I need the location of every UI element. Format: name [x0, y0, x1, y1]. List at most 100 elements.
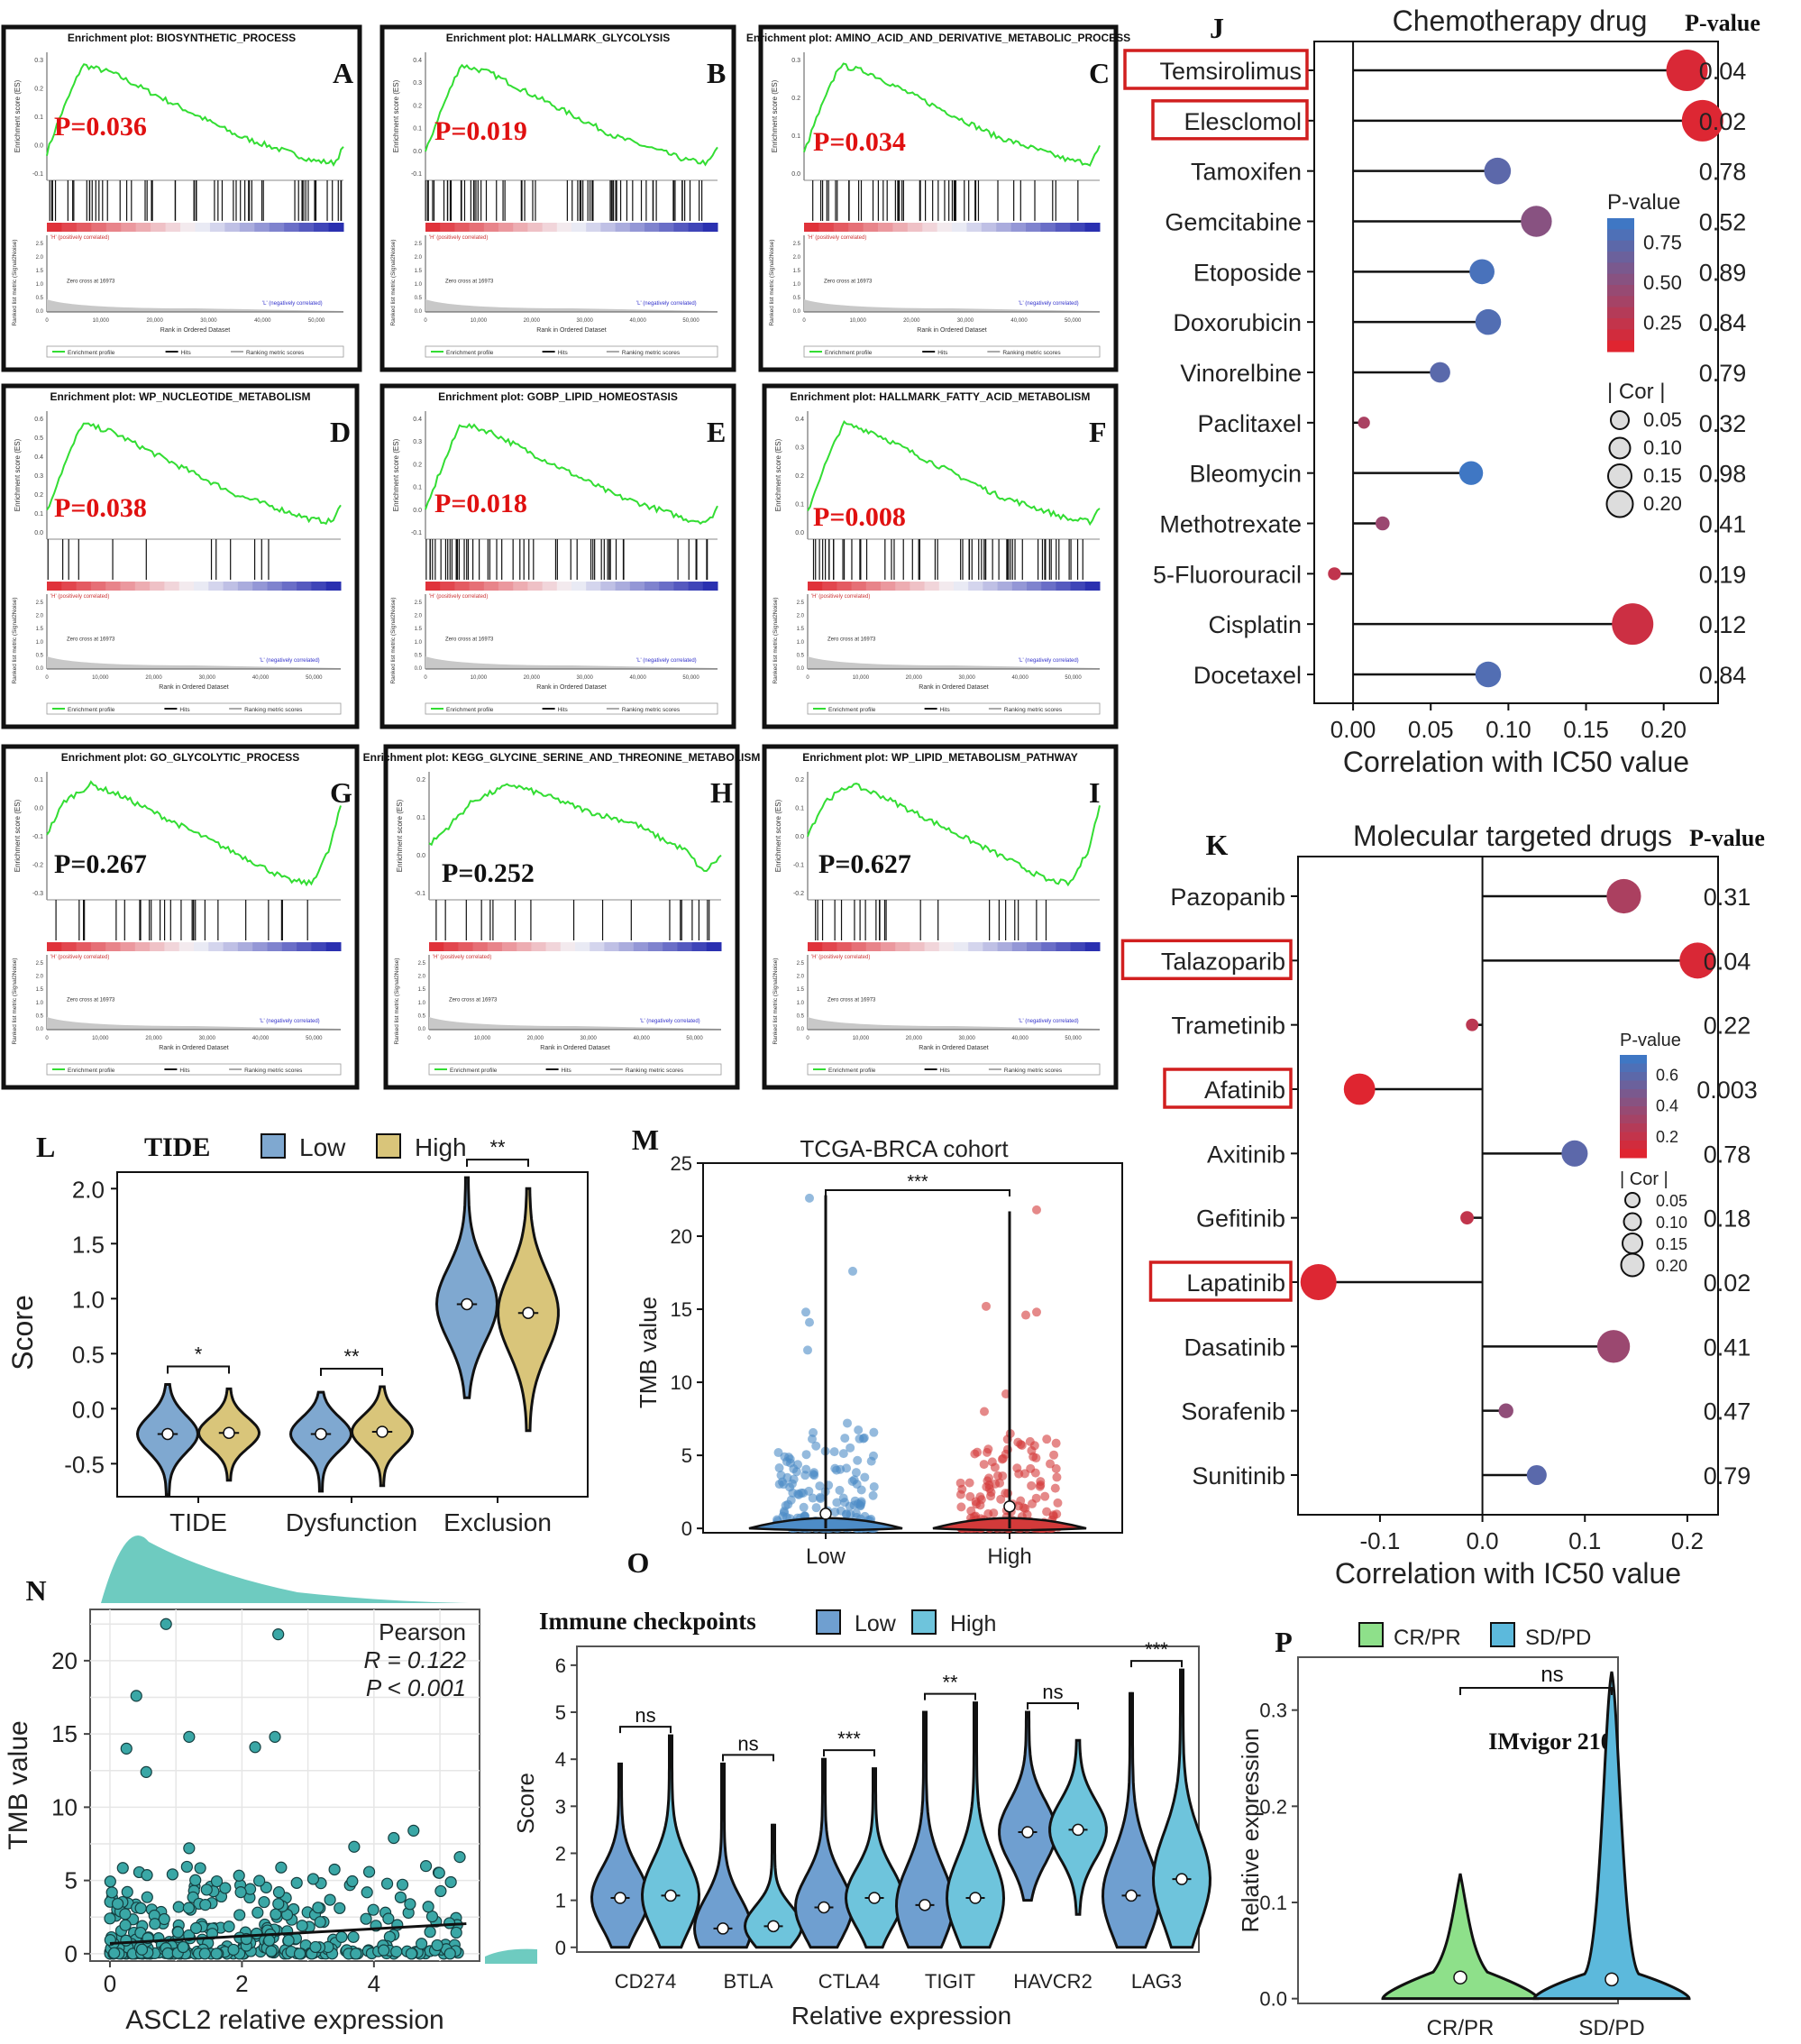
stats-method: Pearson — [379, 1618, 466, 1645]
rank-tick: 20,000 — [524, 318, 541, 324]
scatter-point — [431, 1939, 443, 1952]
es-tick: -0.3 — [32, 891, 43, 897]
rank-color-cell — [586, 223, 601, 232]
gsea-legend-label: Hits — [937, 350, 948, 356]
rank-tick: 0 — [45, 1036, 49, 1041]
color-legend-cell — [1607, 273, 1634, 286]
es-curve — [807, 783, 1101, 887]
scatter-outlier — [120, 1742, 133, 1755]
sig-label: ** — [942, 1672, 958, 1694]
panel-letter: M — [632, 1123, 659, 1156]
rank-xlabel: Rank in Ordered Dataset — [919, 684, 988, 691]
y-tick-label: 0 — [65, 1940, 78, 1967]
rank-color-cell — [571, 223, 587, 232]
es-tick: 0.1 — [795, 502, 804, 509]
sig-label: *** — [1145, 1638, 1168, 1661]
gsea-legend-label: Enrichment profile — [68, 350, 115, 356]
rank-color-cell — [1011, 942, 1028, 951]
metric-tick: 0.5 — [36, 653, 44, 658]
rank-color-cell — [209, 223, 225, 232]
lollipop-dot — [1606, 878, 1641, 914]
es-tick: 0.4 — [795, 417, 804, 423]
rank-color-cell — [425, 582, 441, 591]
y-tick-label: 0.0 — [72, 1396, 105, 1423]
rank-color-cell — [556, 582, 572, 591]
rank-color-cell — [76, 942, 92, 951]
y-axis-label: TMB value — [635, 1297, 662, 1408]
rank-color-cell — [120, 942, 136, 951]
scatter-point — [227, 1943, 240, 1957]
rank-color-cell — [645, 223, 660, 232]
rank-color-cell — [822, 942, 837, 951]
rank-color-cell — [513, 582, 528, 591]
drug-label: Temsirolimus — [1159, 58, 1302, 85]
x-tick-label: CR/PR — [1427, 2016, 1495, 2040]
rank-color-cell — [90, 582, 106, 591]
scatter-point — [324, 1893, 336, 1906]
outlier-dot — [805, 1193, 814, 1203]
violin-median — [1003, 1500, 1016, 1513]
y-tick-label: 1.5 — [72, 1231, 105, 1258]
y-axis-label: Score — [512, 1773, 539, 1834]
jitter-dot — [853, 1455, 863, 1465]
violin-median — [664, 1889, 677, 1902]
scatter-point — [416, 1938, 428, 1950]
scatter-point — [161, 1947, 174, 1959]
es-tick: 0.0 — [791, 171, 800, 178]
jitter-dot — [869, 1427, 879, 1437]
jitter-dot — [956, 1502, 966, 1512]
rank-color-cell — [443, 942, 459, 951]
panel-letter: B — [707, 57, 726, 89]
rank-color-cell — [311, 942, 327, 951]
jitter-dot — [1053, 1498, 1063, 1508]
scatter-point — [314, 1916, 326, 1929]
rank-color-cell — [996, 223, 1012, 232]
scatter-point — [105, 1886, 118, 1899]
lollipop-dot — [1679, 942, 1716, 979]
rank-color-cell — [281, 582, 297, 591]
jitter-dot — [975, 1492, 985, 1502]
scatter-outlier — [130, 1690, 142, 1702]
lollipop-dot — [1343, 1073, 1376, 1105]
es-ylabel: Enrichment score (ES) — [14, 79, 22, 152]
rank-color-cell — [895, 582, 910, 591]
scatter-point — [119, 1908, 132, 1920]
es-curve — [807, 420, 1101, 527]
metric-ylabel: Ranked list metric (Signal2Noise) — [394, 958, 400, 1044]
panel-letter: K — [1206, 829, 1229, 861]
rank-tick: 0 — [806, 675, 809, 681]
rank-color-cell — [165, 223, 181, 232]
metric-tick: 1.0 — [36, 1001, 44, 1006]
rank-color-cell — [804, 223, 819, 232]
scatter-point — [382, 1912, 395, 1925]
rank-tick: 40,000 — [1011, 675, 1028, 681]
rank-color-cell — [615, 223, 631, 232]
metric-tick: 1.0 — [36, 282, 44, 288]
gsea-legend-box — [803, 345, 1101, 358]
rank-tick: 0 — [424, 318, 427, 324]
jitter-dot — [1030, 1468, 1040, 1478]
rank-color-cell — [440, 223, 455, 232]
scatter-point — [166, 1868, 178, 1881]
rank-color-cell — [517, 942, 532, 951]
sig-bracket — [619, 1726, 672, 1734]
scatter-point — [335, 1930, 348, 1943]
rank-tick: 40,000 — [629, 675, 646, 681]
x-tick-label: 0.0 — [1467, 1527, 1499, 1554]
rank-color-cell — [502, 942, 517, 951]
metric-area — [425, 656, 718, 669]
drug-label: Tamoxifen — [1191, 159, 1302, 186]
scatter-point — [251, 1906, 264, 1919]
sig-bracket — [466, 1159, 529, 1168]
metric-area — [47, 656, 341, 669]
rank-color-cell — [629, 582, 645, 591]
metric-tick: 0.5 — [797, 653, 805, 658]
pvalue-label: 0.18 — [1704, 1205, 1751, 1233]
rank-color-cell — [454, 582, 471, 591]
rank-color-cell — [223, 942, 239, 951]
rank-color-cell — [938, 582, 955, 591]
rank-tick: 50,000 — [306, 1036, 323, 1041]
panel-k-targeted: Molecular targeted drugs P-value K Pazopani… — [1120, 820, 1765, 1590]
y-axis-label: Score — [6, 1295, 39, 1370]
